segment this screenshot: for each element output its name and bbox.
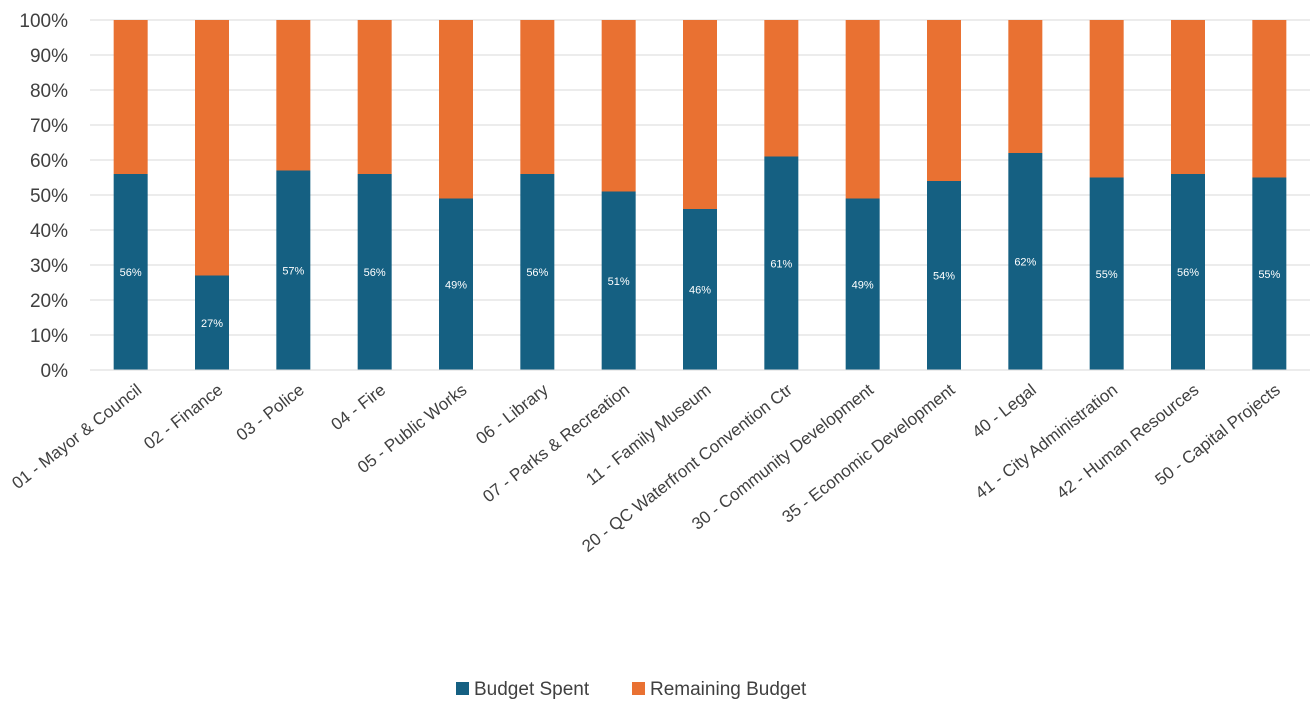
bar-remaining-budget xyxy=(1008,20,1043,153)
x-category-label: 41 - City Administration xyxy=(972,380,1121,503)
bar-remaining-budget xyxy=(195,20,229,276)
y-tick-label: 30% xyxy=(30,256,68,277)
bar-budget-spent xyxy=(1089,177,1124,370)
bar-remaining-budget xyxy=(683,20,717,209)
bar-budget-spent xyxy=(357,174,392,370)
data-label-budget-spent: 56% xyxy=(364,267,386,279)
bar-budget-spent xyxy=(927,181,961,370)
x-category-label: 01 - Mayor & Council xyxy=(8,380,145,493)
y-tick-label: 100% xyxy=(19,11,68,32)
bar-remaining-budget xyxy=(601,20,636,192)
y-tick-label: 80% xyxy=(30,81,68,102)
bar-remaining-budget xyxy=(520,20,555,174)
y-tick-label: 20% xyxy=(30,291,68,312)
x-category-label: 42 - Human Resources xyxy=(1053,380,1202,503)
legend-label-budget-spent: Budget Spent xyxy=(474,679,590,700)
bar-budget-spent xyxy=(845,198,880,370)
data-label-budget-spent: 61% xyxy=(770,258,792,270)
data-label-budget-spent: 55% xyxy=(1096,269,1118,281)
data-label-budget-spent: 46% xyxy=(689,285,711,297)
data-label-budget-spent: 54% xyxy=(933,271,955,283)
bar-remaining-budget xyxy=(845,20,880,199)
y-tick-label: 40% xyxy=(30,221,68,242)
data-label-budget-spent: 55% xyxy=(1258,269,1280,281)
legend-swatch-budget-spent xyxy=(456,682,469,695)
x-category-label: 02 - Finance xyxy=(140,380,226,453)
bar-remaining-budget xyxy=(1252,20,1287,178)
bar-budget-spent xyxy=(195,275,229,370)
y-tick-label: 70% xyxy=(30,116,68,137)
bar-remaining-budget xyxy=(439,20,473,199)
bars xyxy=(113,20,1287,370)
data-label-budget-spent: 49% xyxy=(445,279,467,291)
bar-remaining-budget xyxy=(1171,20,1205,174)
data-label-budget-spent: 57% xyxy=(282,265,304,277)
bar-budget-spent xyxy=(683,209,717,370)
bar-budget-spent xyxy=(1171,174,1205,370)
y-tick-label: 60% xyxy=(30,151,68,172)
bar-remaining-budget xyxy=(113,20,148,174)
legend-swatch-remaining-budget xyxy=(632,682,645,695)
data-label-budget-spent: 56% xyxy=(526,267,548,279)
bar-budget-spent xyxy=(1008,153,1043,370)
y-tick-label: 50% xyxy=(30,186,68,207)
x-category-label: 35 - Economic Development xyxy=(778,380,958,527)
bar-budget-spent xyxy=(764,156,799,370)
data-labels: 56% 27% 57% 56% 49% 56% 51% 46% 61% 49% 54% 62% 55% 5… xyxy=(120,257,1281,330)
bar-remaining-budget xyxy=(276,20,311,171)
bar-budget-spent xyxy=(276,170,311,370)
bar-budget-spent xyxy=(113,174,148,370)
x-category-label: 40 - Legal xyxy=(969,380,1040,442)
bar-budget-spent xyxy=(601,191,636,370)
data-label-budget-spent: 27% xyxy=(201,318,223,330)
data-label-budget-spent: 51% xyxy=(608,276,630,288)
bar-remaining-budget xyxy=(357,20,392,174)
x-category-label: 03 - Police xyxy=(233,380,308,444)
bar-remaining-budget xyxy=(1089,20,1124,178)
y-tick-label: 90% xyxy=(30,46,68,67)
bar-budget-spent xyxy=(520,174,555,370)
bar-remaining-budget xyxy=(927,20,961,181)
x-category-label: 06 - Library xyxy=(472,380,552,448)
y-tick-label: 10% xyxy=(30,326,68,347)
x-category-label: 04 - Fire xyxy=(328,380,390,434)
data-label-budget-spent: 56% xyxy=(120,267,142,279)
bar-budget-spent xyxy=(439,198,473,370)
y-tick-label: 0% xyxy=(41,361,69,382)
legend: Budget Spent Remaining Budget xyxy=(456,679,807,700)
data-label-budget-spent: 56% xyxy=(1177,267,1199,279)
data-label-budget-spent: 62% xyxy=(1014,257,1036,269)
bar-budget-spent xyxy=(1252,177,1287,370)
data-label-budget-spent: 49% xyxy=(852,279,874,291)
legend-label-remaining-budget: Remaining Budget xyxy=(650,679,807,700)
bar-remaining-budget xyxy=(764,20,799,157)
x-category-label: 07 - Parks & Recreation xyxy=(479,380,633,506)
